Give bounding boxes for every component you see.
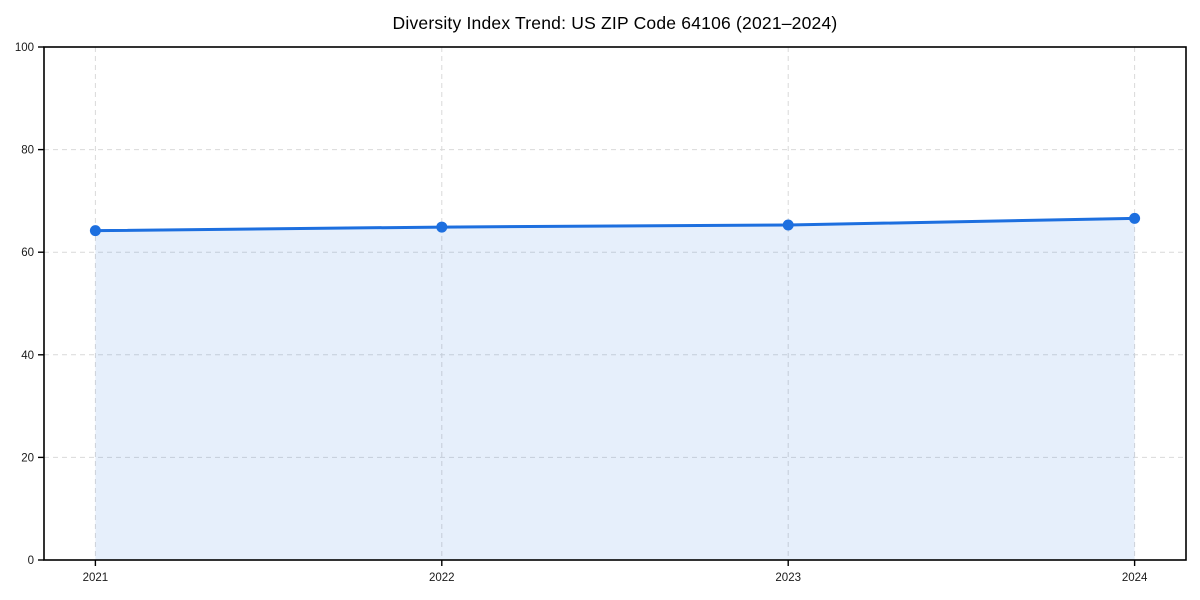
data-point — [782, 219, 794, 231]
y-tick-label: 0 — [28, 555, 34, 567]
trend-line — [93, 216, 1137, 233]
data-point — [89, 225, 101, 237]
data-point — [436, 221, 448, 233]
area-fill — [95, 218, 1135, 561]
x-tick-label: 2022 — [429, 572, 455, 584]
x-tick-label: 2021 — [83, 572, 109, 584]
chart-title: Diversity Index Trend: US ZIP Code 64106… — [392, 13, 838, 33]
x-tick-label: 2023 — [775, 572, 801, 584]
y-tick-label: 100 — [15, 42, 34, 54]
data-point — [1129, 212, 1141, 224]
y-tick-label: 80 — [21, 145, 34, 157]
x-tick-label: 2024 — [1122, 572, 1148, 584]
plot-border — [43, 46, 1187, 561]
y-tick-label: 60 — [21, 247, 34, 259]
y-tick-label: 40 — [21, 350, 34, 362]
y-tick-label: 20 — [21, 452, 34, 464]
